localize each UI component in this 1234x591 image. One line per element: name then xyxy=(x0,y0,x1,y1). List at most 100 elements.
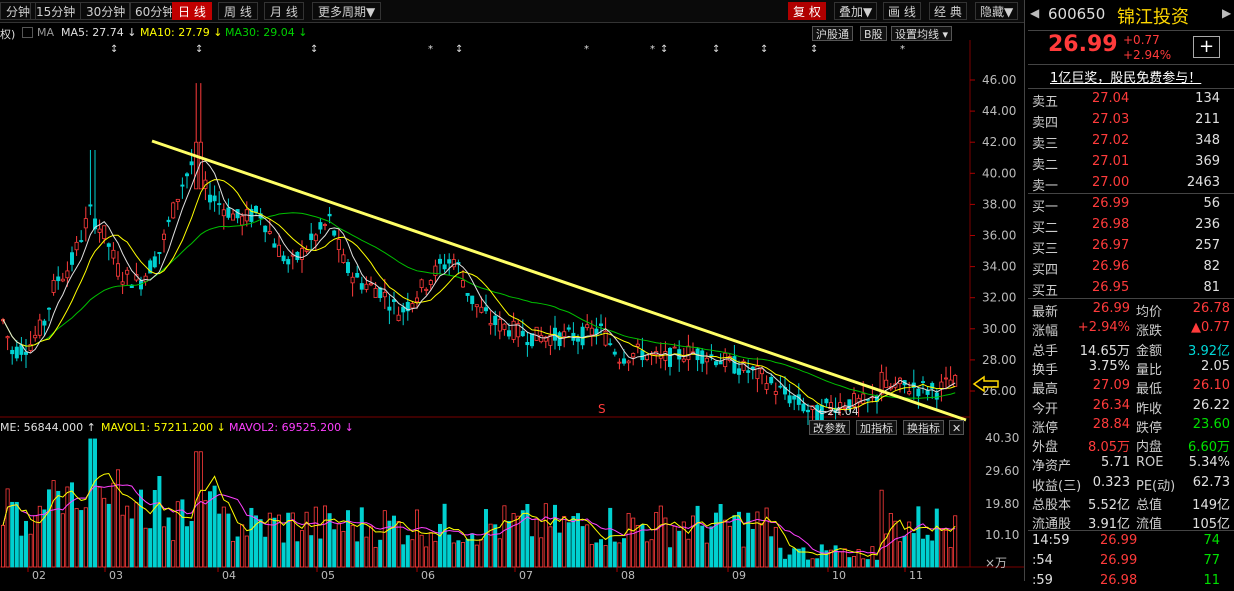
candle-body xyxy=(368,283,373,286)
volume-bar xyxy=(373,546,378,568)
set-ma-button[interactable]: 设置均线 ▾ xyxy=(891,26,953,41)
candle-body xyxy=(419,279,424,288)
candle-body xyxy=(640,350,645,361)
period-tab-7[interactable]: 更多周期▼ xyxy=(312,2,382,20)
volume-bar xyxy=(350,524,355,568)
asks-row[interactable]: 卖四 27.03 211 xyxy=(1028,111,1234,131)
stat-value: 62.73 xyxy=(1192,474,1230,490)
volume-bar xyxy=(28,533,33,568)
period-tab-0[interactable]: 分钟 xyxy=(0,2,37,20)
candle-body xyxy=(460,280,465,288)
stat-label: 最低 xyxy=(1136,382,1163,398)
bids-row[interactable]: 买四 26.96 82 xyxy=(1028,258,1234,278)
volume-bar xyxy=(792,548,797,568)
level-label: 卖三 xyxy=(1032,137,1059,152)
stat-label: 总值 xyxy=(1136,498,1163,513)
chart-tool-2[interactable]: 画 线 xyxy=(883,2,921,20)
candle-body xyxy=(116,263,121,277)
level-price: 26.99 xyxy=(1092,196,1130,211)
volume-bar xyxy=(502,505,507,568)
bids-row[interactable]: 买一 26.99 56 xyxy=(1028,195,1234,215)
back-icon[interactable]: ◀ xyxy=(1030,6,1040,20)
volume-bar xyxy=(714,512,719,568)
level-volume: 257 xyxy=(1195,238,1220,253)
stat-label: 换手 xyxy=(1032,362,1059,378)
bids-row[interactable]: 买三 26.97 257 xyxy=(1028,237,1234,257)
price-axis-label: 30.00 xyxy=(982,322,1016,336)
forward-icon[interactable]: ▶ xyxy=(1222,6,1232,20)
price-axis-label: 26.00 xyxy=(982,384,1016,398)
chart-tool-3[interactable]: 经 典 xyxy=(929,2,967,20)
candle-body xyxy=(442,264,447,270)
asks-row[interactable]: 卖三 27.02 348 xyxy=(1028,132,1234,152)
volume-bar xyxy=(79,510,84,568)
volume-bar xyxy=(157,476,162,568)
price-axis-label: 42.00 xyxy=(982,135,1016,149)
event-marker: ↕ xyxy=(110,44,118,55)
volume-bar xyxy=(907,521,912,568)
stat-value: 105亿 xyxy=(1192,517,1230,533)
candle-body xyxy=(313,234,318,242)
stat-row: 今开 26.34 昨收 26.22 xyxy=(1028,397,1234,417)
candle-body xyxy=(322,224,327,226)
close-indicator-button[interactable]: ✕ xyxy=(949,420,965,435)
volume-bar xyxy=(391,515,396,568)
volume-bar xyxy=(111,482,116,568)
hgt-button[interactable]: 沪股通 xyxy=(812,26,853,41)
stat-label: 内盘 xyxy=(1136,440,1163,456)
volume-bar xyxy=(801,547,806,568)
tick-volume: 74 xyxy=(1203,533,1220,548)
level-price: 26.95 xyxy=(1092,280,1130,295)
volume-bar xyxy=(42,509,47,568)
period-tab-1[interactable]: 15分钟 xyxy=(30,2,82,20)
asks-row[interactable]: 卖一 27.00 2463 xyxy=(1028,174,1234,194)
candle-body xyxy=(525,341,530,346)
volume-bar xyxy=(70,482,75,568)
ma-checkbox[interactable] xyxy=(22,27,33,38)
period-tab-4[interactable]: 日 线 xyxy=(172,2,212,20)
candle-body xyxy=(520,330,525,337)
volume-bar xyxy=(405,535,410,568)
ad-link[interactable]: 1亿巨奖，股民免费参与！ xyxy=(1050,71,1202,86)
event-marker: * xyxy=(650,44,655,55)
candle-body xyxy=(612,351,617,355)
candle-body xyxy=(921,381,926,383)
ma5-value: MA5: 27.74 ↓ xyxy=(61,26,137,39)
candle-body xyxy=(603,330,608,346)
chart-tool-0[interactable]: 复 权 xyxy=(788,2,826,20)
kline-chart[interactable]: 46.00 44.00 42.00 40.00 38.00 36.00 34.00 32.00… xyxy=(0,40,1024,581)
mavol1-line xyxy=(2,473,956,557)
volume-bar xyxy=(645,541,650,568)
volume-bar xyxy=(263,536,268,568)
candle-body xyxy=(506,330,511,337)
stat-value: 5.34% xyxy=(1188,455,1230,471)
volume-bar xyxy=(194,451,199,568)
change-params-button[interactable]: 改参数 xyxy=(809,420,850,435)
candle-body xyxy=(56,276,61,282)
period-tab-2[interactable]: 30分钟 xyxy=(80,2,132,20)
period-tab-6[interactable]: 月 线 xyxy=(264,2,304,20)
bids-row[interactable]: 买二 26.98 236 xyxy=(1028,216,1234,236)
stat-value: 5.52亿 xyxy=(1088,498,1130,513)
switch-indicator-button[interactable]: 换指标 xyxy=(903,420,944,435)
asks-row[interactable]: 卖五 27.04 134 xyxy=(1028,90,1234,110)
candle-body xyxy=(414,297,419,303)
panel-divider xyxy=(1024,0,1025,581)
add-watchlist-button[interactable]: + xyxy=(1193,36,1220,58)
candle-body xyxy=(585,324,590,329)
bids-row[interactable]: 买五 26.95 81 xyxy=(1028,279,1234,299)
volume-bar xyxy=(833,545,838,568)
level-label: 卖二 xyxy=(1032,158,1059,173)
event-marker: * xyxy=(428,44,433,55)
candle-body xyxy=(792,395,797,400)
asks-row[interactable]: 卖二 27.01 369 xyxy=(1028,153,1234,173)
last-price: 26.99 xyxy=(1048,32,1118,57)
chart-tool-4[interactable]: 隐藏▼ xyxy=(975,2,1019,20)
period-tab-5[interactable]: 周 线 xyxy=(218,2,258,20)
bshare-button[interactable]: B股 xyxy=(860,26,887,41)
volume-bar xyxy=(336,523,341,568)
volume-bar xyxy=(19,535,24,568)
chart-tool-1[interactable]: 叠加▼ xyxy=(834,2,878,20)
volume-bar xyxy=(829,549,834,568)
add-indicator-button[interactable]: 加指标 xyxy=(856,420,897,435)
